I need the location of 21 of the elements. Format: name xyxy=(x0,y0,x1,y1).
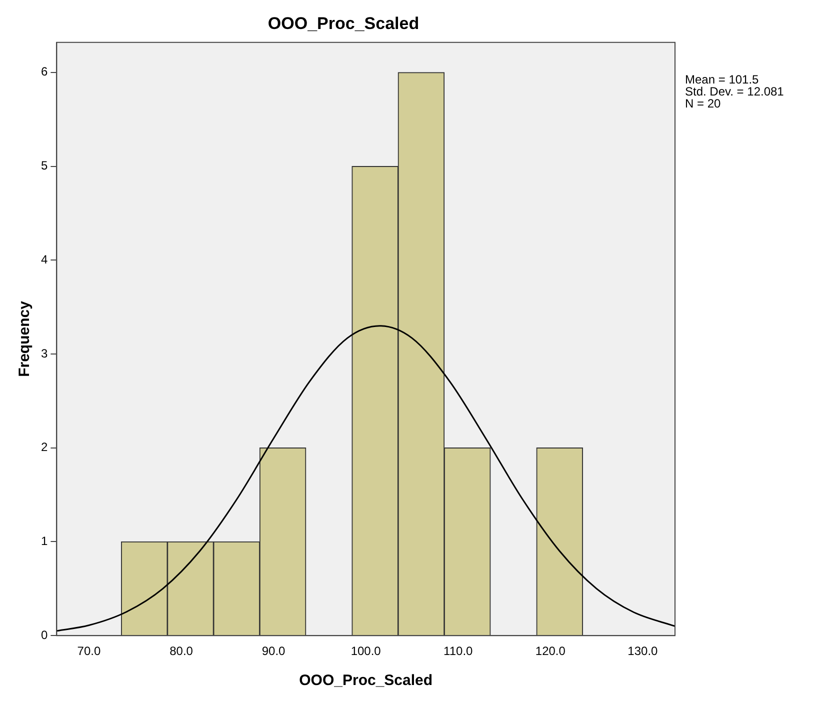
text: Mean = 101.5 xyxy=(685,72,760,87)
y-tick-label: 4 xyxy=(40,252,48,266)
text: Std. Dev. = 12.081 xyxy=(685,84,784,99)
line-series xyxy=(56,325,675,632)
text: N = 20 xyxy=(685,96,722,111)
x-axis-title: OOO_Proc_Scaled xyxy=(299,672,433,690)
y-tick-label: 5 xyxy=(40,158,48,173)
chart-title: OOO_Proc_Scaled xyxy=(268,14,420,33)
x-tick-label: 70.0 xyxy=(77,644,101,658)
x-tick-label: 80.0 xyxy=(170,644,194,658)
y-tick-label: 0 xyxy=(40,628,48,642)
x-tick-label: 110.0 xyxy=(444,644,474,658)
x-tick-label: 100.0 xyxy=(350,644,382,658)
y-tick-label: 1 xyxy=(40,534,48,548)
x-tick-label: 120.0 xyxy=(535,644,566,658)
x-tick-label: 130.0 xyxy=(628,644,658,658)
y-axis-title: Frequency xyxy=(16,300,34,377)
x-tick-label: 90.0 xyxy=(262,644,286,658)
y-tick-label: 6 xyxy=(40,64,48,79)
y-tick-label: 3 xyxy=(40,346,48,360)
y-tick-label: 2 xyxy=(40,440,48,454)
